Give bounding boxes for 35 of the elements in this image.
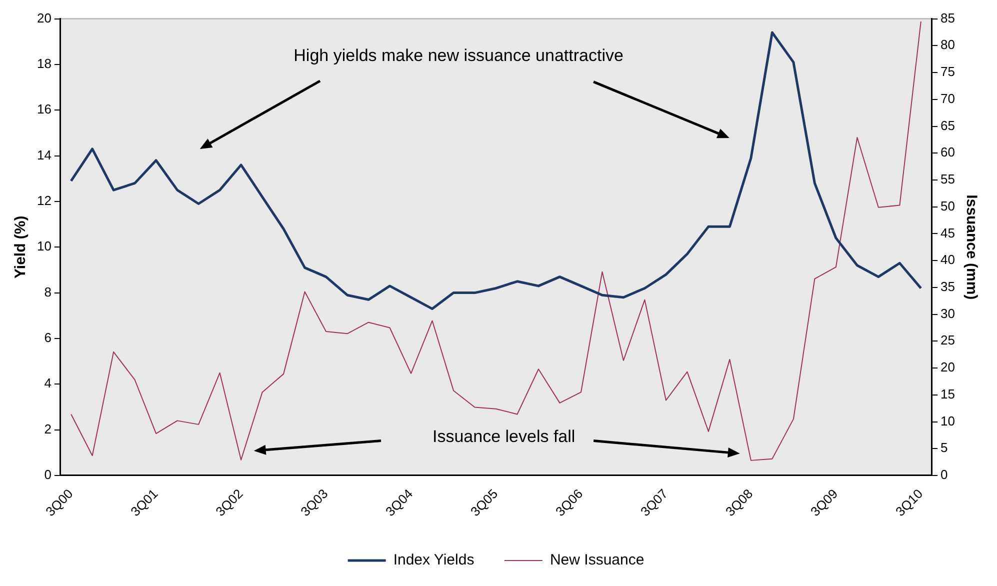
y2-tick-label: 5 — [940, 440, 948, 456]
y2-tick-label: 25 — [940, 332, 956, 348]
y2-tick-label: 85 — [940, 10, 956, 26]
y2-tick-label: 0 — [940, 467, 948, 482]
y2-tick-label: 65 — [940, 118, 956, 133]
y2-tick-label: 75 — [940, 64, 956, 80]
legend-label: Index Yields — [393, 552, 474, 569]
y-tick-label: 8 — [44, 284, 52, 300]
annotation: High yields make new issuance unattractive — [294, 46, 624, 65]
legend-label: New Issuance — [550, 552, 644, 569]
y2-axis-title: Issuance (mm) — [962, 194, 980, 300]
y2-tick-label: 80 — [940, 37, 956, 52]
y-tick-label: 6 — [44, 330, 52, 346]
y-tick-label: 12 — [36, 193, 52, 208]
y-axis-title: Yield (%) — [12, 216, 30, 279]
y-tick-label: 14 — [36, 147, 52, 162]
y-tick-label: 0 — [44, 467, 52, 482]
y2-tick-label: 10 — [940, 413, 956, 428]
y2-tick-label: 15 — [940, 386, 956, 402]
y-tick-label: 2 — [44, 421, 52, 436]
y2-tick-label: 35 — [940, 279, 956, 294]
y-tick-label: 10 — [36, 238, 52, 254]
y-tick-label: 16 — [36, 102, 52, 117]
y2-tick-label: 20 — [940, 360, 956, 375]
y2-tick-label: 55 — [940, 172, 956, 187]
y2-tick-label: 50 — [940, 198, 956, 214]
y2-tick-label: 70 — [940, 90, 956, 106]
y2-tick-label: 45 — [940, 225, 956, 240]
y-tick-label: 18 — [36, 56, 52, 72]
y-tick-label: 4 — [44, 376, 52, 391]
y2-tick-label: 40 — [940, 252, 956, 268]
y-tick-label: 20 — [36, 10, 52, 26]
y2-tick-label: 60 — [940, 144, 956, 160]
annotation: Issuance levels fall — [432, 426, 576, 446]
y2-tick-label: 30 — [940, 306, 956, 321]
